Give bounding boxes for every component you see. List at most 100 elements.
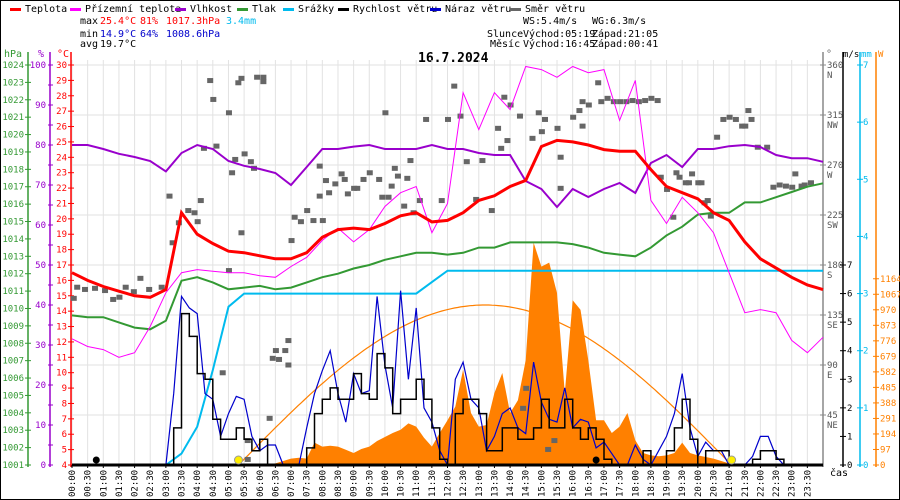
wind-direction-point: [276, 356, 283, 362]
wind-tick-label: 5: [847, 318, 852, 328]
humidity-tick-label: 10: [35, 421, 46, 431]
wind-direction-point: [247, 159, 254, 165]
wind-direction-point: [238, 230, 245, 236]
x-tick-label: 00:30: [84, 470, 94, 497]
wind-direction-point: [291, 214, 298, 220]
wind-direction-point: [194, 219, 201, 225]
x-tick-label: 15:00: [537, 470, 547, 497]
temperature-tick-label: 4: [62, 461, 67, 471]
solar-tick-label: 1067: [880, 290, 900, 300]
temperature-tick-label: 6: [62, 430, 67, 440]
wind-direction-point: [379, 194, 386, 200]
x-tick-label: 20:00: [694, 470, 704, 497]
x-tick-label: 21:00: [725, 470, 735, 497]
stat-rain-total: 3.4mm: [226, 16, 256, 27]
wind-direction-point: [360, 176, 367, 182]
humidity-axis-unit: %: [38, 49, 44, 60]
humidity-tick-label: 20: [35, 381, 46, 391]
rain-tick-label: 6: [863, 118, 868, 128]
wind-direction-point: [542, 116, 549, 122]
wind-direction-point: [604, 95, 611, 101]
x-tick-label: 14:30: [522, 470, 532, 497]
temperature-tick-label: 28: [56, 92, 67, 102]
wind-direction-point: [798, 183, 805, 189]
direction-tick-compass: SW: [827, 221, 838, 231]
wind-direction-point: [488, 208, 495, 214]
pressure-tick-label: 1019: [2, 148, 24, 158]
pressure-tick-label: 1022: [2, 96, 24, 106]
wind-direction-point: [538, 129, 545, 135]
wind-direction-point: [504, 138, 511, 144]
wind-direction-point: [714, 134, 721, 140]
wind-direction-point: [82, 286, 89, 292]
direction-tick-compass: NW: [827, 121, 838, 131]
wind-direction-point: [92, 285, 99, 291]
wind-direction-point: [254, 74, 261, 80]
pressure-tick-label: 1009: [2, 322, 24, 332]
wind-direction-point: [529, 135, 536, 141]
wind-direction-point: [801, 182, 808, 188]
wind-direction-point: [332, 181, 339, 187]
direction-tick-label: 45: [827, 411, 838, 421]
humidity-tick-label: 100: [30, 61, 46, 71]
wind-direction-point: [210, 96, 217, 102]
wind-direction-point: [130, 289, 137, 295]
wind-direction-point: [673, 170, 680, 176]
x-tick-label: 10:30: [397, 470, 407, 497]
x-tick-label: 22:00: [756, 470, 766, 497]
wind-direction-point: [585, 102, 592, 108]
x-tick-label: 19:00: [663, 470, 673, 497]
x-tick-label: 18:00: [631, 470, 641, 497]
temperature-tick-label: 9: [62, 384, 67, 394]
wind-direction-point: [169, 240, 176, 246]
wind-direction-point: [394, 173, 401, 179]
legend-label: Tlak: [252, 4, 276, 15]
pressure-tick-label: 1003: [2, 426, 24, 436]
wind-direction-point: [495, 125, 502, 131]
direction-tick-compass: S: [827, 271, 832, 281]
rain-tick-label: 3: [863, 290, 868, 300]
legend-label: Srážky: [298, 3, 334, 15]
wind-direction-point: [770, 184, 777, 190]
wind-direction-point: [782, 183, 789, 189]
temperature-tick-label: 23: [56, 169, 67, 179]
x-tick-label: 11:30: [428, 470, 438, 497]
direction-tick-label: 90: [827, 361, 838, 371]
x-tick-label: 16:30: [584, 470, 594, 497]
x-tick-label: 16:00: [569, 470, 579, 497]
wind-direction-point: [316, 163, 323, 169]
x-tick-label: 19:30: [678, 470, 688, 497]
x-tick-label: 17:00: [600, 470, 610, 497]
stat-wind-gust: WG:6.3m/s: [592, 16, 646, 27]
direction-tick-compass: W: [827, 171, 833, 181]
wind-direction-point: [726, 114, 733, 120]
temperature-tick-label: 17: [56, 261, 67, 271]
moon-label: Měsíc: [490, 38, 520, 50]
stat-wind-speed: WS:5.4m/s: [523, 16, 577, 27]
wind-direction-point: [110, 296, 117, 302]
humidity-tick-label: 80: [35, 141, 46, 151]
pressure-tick-label: 1001: [2, 461, 24, 471]
wind-direction-point: [457, 113, 464, 119]
direction-tick-label: 315: [827, 111, 843, 121]
pressure-tick-label: 1014: [2, 235, 24, 245]
x-tick-label: 04:30: [209, 470, 219, 497]
sunrise-icon: [233, 455, 243, 465]
temperature-tick-label: 5: [62, 446, 67, 456]
temperature-axis-unit: °C: [57, 49, 69, 60]
wind-direction-point: [244, 438, 251, 444]
pressure-tick-label: 1021: [2, 113, 24, 123]
wind-direction-point: [498, 145, 505, 151]
x-axis-label: čas: [830, 467, 848, 479]
wind-direction-point: [748, 116, 755, 122]
x-tick-label: 07:30: [303, 470, 313, 497]
x-tick-label: 23:30: [803, 470, 813, 497]
wind-direction-point: [319, 218, 326, 224]
solar-tick-label: 776: [880, 337, 896, 347]
wind-direction-point: [570, 114, 577, 120]
solar-tick-label: 873: [880, 321, 896, 331]
wind-direction-point: [501, 94, 508, 100]
legend-label: Vlhkost: [190, 4, 232, 15]
x-tick-label: 13:00: [475, 470, 485, 497]
